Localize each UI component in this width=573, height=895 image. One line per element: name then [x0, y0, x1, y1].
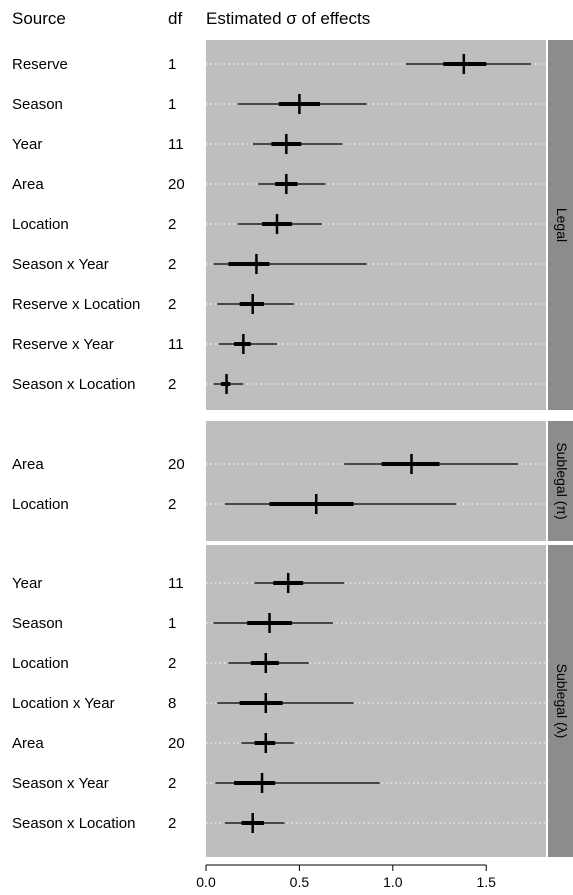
row-source-label: Location	[12, 655, 69, 672]
row-df-label: 2	[168, 496, 176, 513]
x-axis: 0.0 0.5 1.0 1.5	[196, 864, 496, 890]
row-df-label: 20	[168, 735, 185, 752]
panel-strip-label: Sublegal (π)	[554, 442, 570, 519]
row-df-label: 11	[168, 136, 184, 153]
row-df-label: 2	[168, 296, 176, 313]
panel-strip	[548, 545, 573, 857]
panel-strip-label: Legal	[554, 208, 570, 242]
row-df-label: 1	[168, 615, 176, 632]
row-source-label: Season x Location	[12, 815, 135, 832]
x-tick-label: 0.5	[290, 874, 310, 890]
row-source-label: Area	[12, 456, 44, 473]
row-source-label: Location x Year	[12, 695, 115, 712]
source-column-header: Source	[12, 9, 66, 28]
panel-strip-label: Sublegal (λ)	[554, 664, 570, 739]
row-df-label: 2	[168, 815, 176, 832]
row-source-label: Reserve x Year	[12, 336, 114, 353]
row-df-label: 2	[168, 775, 176, 792]
row-source-label: Season x Year	[12, 256, 109, 273]
row-source-label: Season	[12, 96, 63, 113]
row-df-label: 2	[168, 376, 176, 393]
row-df-label: 2	[168, 216, 176, 233]
panel-1: Sublegal (π) Area 20 Location 2	[12, 421, 573, 541]
row-source-label: Reserve	[12, 56, 68, 73]
row-source-label: Reserve x Location	[12, 296, 140, 313]
panels-group: Legal Reserve 1 Season 1 Year 11 Area 20 Location…	[12, 40, 573, 857]
row-source-label: Location	[12, 496, 69, 513]
row-source-label: Location	[12, 216, 69, 233]
x-tick-label: 1.0	[383, 874, 403, 890]
row-df-label: 11	[168, 575, 184, 592]
x-tick-label: 0.0	[196, 874, 216, 890]
row-source-label: Season x Year	[12, 775, 109, 792]
panel-background	[206, 40, 546, 410]
row-df-label: 11	[168, 336, 184, 353]
panel-strip	[548, 40, 573, 410]
row-df-label: 2	[168, 655, 176, 672]
estimate-column-header: Estimated σ of effects	[206, 9, 370, 28]
row-source-label: Year	[12, 575, 42, 592]
row-source-label: Season	[12, 615, 63, 632]
row-df-label: 1	[168, 56, 176, 73]
panel-strip	[548, 421, 573, 541]
x-tick-label: 1.5	[476, 874, 496, 890]
row-df-label: 20	[168, 176, 185, 193]
panel-background	[206, 421, 546, 541]
row-df-label: 2	[168, 256, 176, 273]
row-df-label: 1	[168, 96, 176, 113]
row-source-label: Year	[12, 136, 42, 153]
panel-2: Sublegal (λ) Year 11 Season 1 Location 2 Locati…	[12, 545, 573, 857]
row-df-label: 20	[168, 456, 185, 473]
row-source-label: Area	[12, 176, 44, 193]
row-source-label: Area	[12, 735, 44, 752]
row-source-label: Season x Location	[12, 376, 135, 393]
row-df-label: 8	[168, 695, 176, 712]
panel-0: Legal Reserve 1 Season 1 Year 11 Area 20 Location…	[12, 40, 573, 410]
df-column-header: df	[168, 9, 182, 28]
